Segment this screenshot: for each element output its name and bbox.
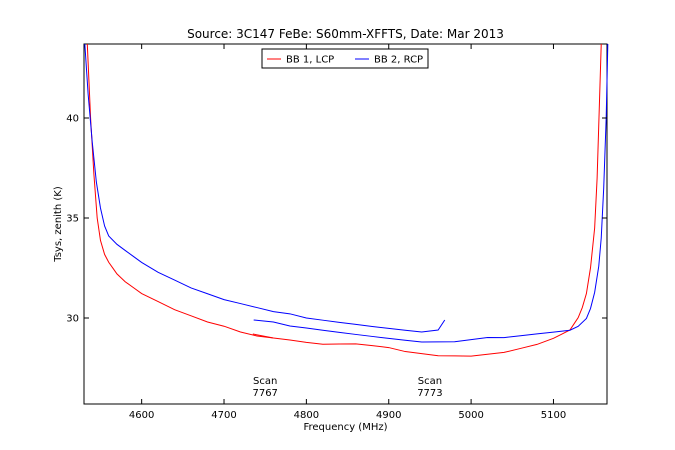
x-tick-label: 4800: [294, 410, 319, 421]
plot-frame: [83, 43, 608, 405]
series-line-lcp-segment-1: [86, 43, 274, 339]
legend: BB 1, LCP BB 2, RCP: [261, 48, 429, 69]
series-layer: [84, 43, 609, 357]
x-axis-label: Frequency (MHz): [303, 422, 387, 433]
legend-label-lcp: BB 1, LCP: [286, 55, 334, 66]
legend-box: [261, 48, 429, 69]
legend-label-rcp: BB 2, RCP: [374, 55, 423, 66]
y-tick-label: 35: [66, 214, 79, 225]
x-tick-label: 5000: [458, 410, 483, 421]
series-line-rcp-segment-1: [84, 43, 446, 333]
x-tick-label: 4900: [376, 410, 401, 421]
y-tick-label: 40: [66, 114, 79, 125]
y-ticks: 30 35 40: [66, 114, 607, 325]
scan-annotation-label: Scan: [418, 376, 442, 387]
scan-annotation-number: 7773: [417, 388, 442, 399]
series-line-lcp-segment-2: [252, 43, 602, 357]
chart-title: Source: 3C147 FeBe: S60mm-XFFTS, Date: M…: [187, 27, 504, 41]
y-axis-label: Tsys, zenith (K): [53, 186, 64, 263]
series-line-rcp-segment-2: [253, 43, 609, 343]
x-tick-label: 4700: [211, 410, 236, 421]
x-tick-label: 4600: [129, 410, 154, 421]
scan-annotation-label: Scan: [253, 376, 277, 387]
x-tick-label: 5100: [541, 410, 566, 421]
y-tick-label: 30: [66, 314, 79, 325]
scan-annotation-number: 7767: [252, 388, 277, 399]
x-ticks: 4600 4700 4800 4900 5000 5100: [129, 44, 566, 421]
